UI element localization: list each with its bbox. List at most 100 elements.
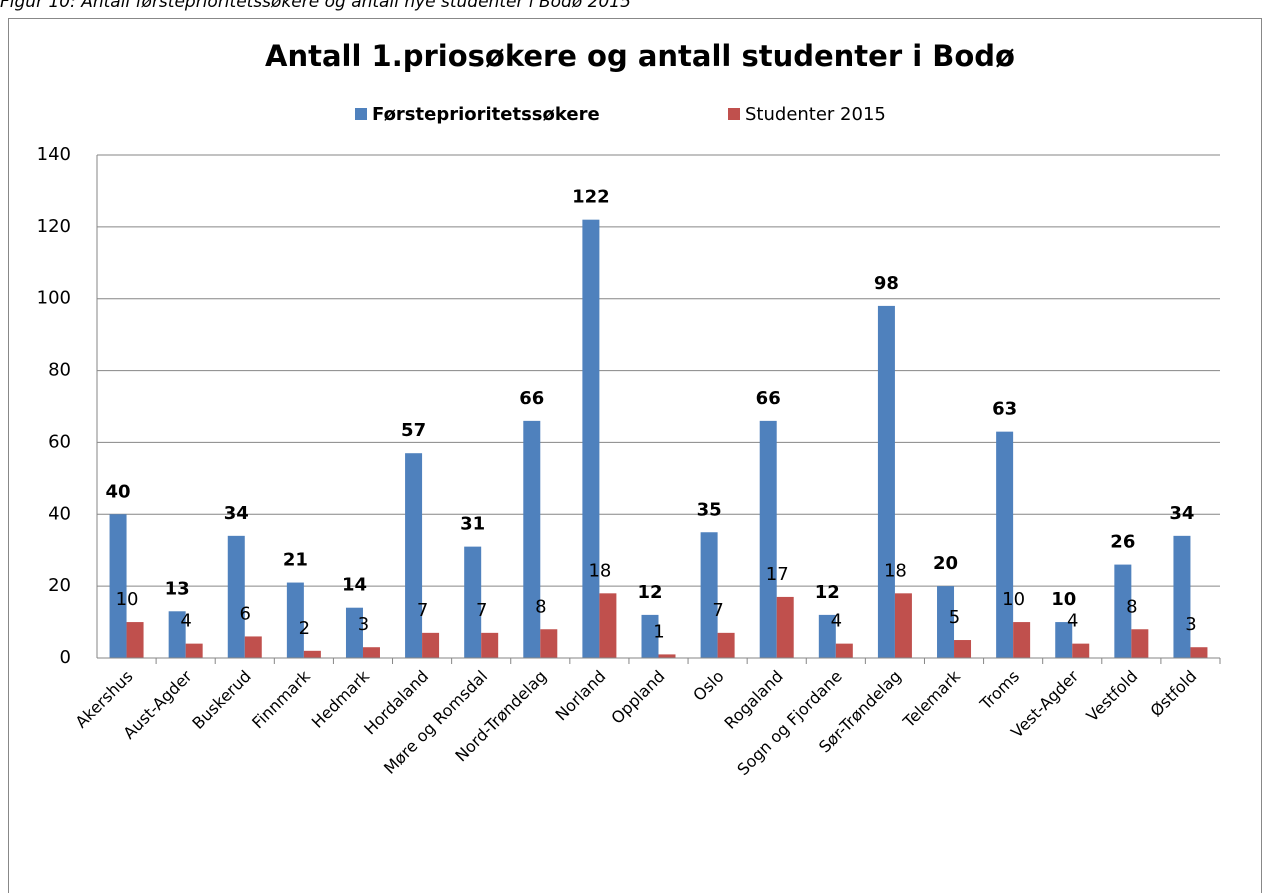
- bar: [481, 632, 499, 658]
- bar: [1190, 647, 1208, 658]
- y-tick-label: 20: [48, 575, 71, 596]
- value-label: 5: [949, 607, 960, 628]
- value-label: 98: [874, 273, 899, 294]
- value-label: 31: [460, 514, 485, 535]
- value-label: 21: [283, 550, 308, 571]
- value-label: 63: [992, 399, 1017, 420]
- y-tick-label: 100: [37, 288, 71, 309]
- value-label: 7: [712, 600, 723, 621]
- value-label: 14: [342, 575, 367, 596]
- chart-title: Antall 1.priosøkere og antall studenter …: [265, 39, 1015, 73]
- y-tick-label: 80: [48, 360, 71, 381]
- value-label: 10: [1002, 589, 1025, 610]
- y-tick-label: 40: [48, 503, 71, 524]
- value-label: 18: [588, 560, 611, 581]
- value-label: 12: [815, 582, 840, 603]
- x-tick-label: Møre og Romsdal: [380, 667, 491, 778]
- bar: [523, 420, 541, 658]
- value-label: 57: [401, 420, 426, 441]
- bar: [286, 582, 304, 658]
- x-tick-label: Sogn og Fjordane: [733, 667, 845, 779]
- legend-swatch: [728, 108, 740, 120]
- value-label: 34: [224, 503, 249, 524]
- bar: [1072, 643, 1090, 658]
- bar: [1173, 535, 1191, 658]
- legend-swatch: [355, 108, 367, 120]
- legend-label: Førsteprioritetssøkere: [372, 104, 600, 125]
- value-label: 35: [697, 499, 722, 520]
- value-label: 4: [831, 611, 842, 632]
- x-tick-label: Troms: [976, 667, 1024, 715]
- bar: [185, 643, 203, 658]
- bar: [1013, 622, 1031, 658]
- bar: [877, 305, 895, 658]
- chart-border: [8, 18, 1262, 893]
- bar: [641, 614, 659, 658]
- bar: [658, 654, 676, 658]
- bar: [126, 622, 144, 658]
- bar: [700, 532, 718, 658]
- x-tick-label: Buskerud: [188, 667, 254, 733]
- x-tick-label: Oppland: [607, 667, 668, 728]
- bar: [835, 643, 853, 658]
- bar: [345, 607, 363, 658]
- value-label: 66: [756, 388, 781, 409]
- value-label: 3: [1185, 614, 1196, 635]
- value-label: 26: [1110, 532, 1135, 553]
- value-label: 7: [476, 600, 487, 621]
- bar: [1114, 564, 1132, 658]
- value-label: 8: [535, 596, 546, 617]
- value-label: 122: [572, 187, 610, 208]
- value-label: 7: [417, 600, 428, 621]
- bar: [1131, 629, 1149, 658]
- x-tick-label: Vestfold: [1083, 667, 1142, 726]
- y-tick-label: 0: [60, 647, 71, 668]
- bar: [168, 611, 186, 658]
- bar: [109, 514, 127, 658]
- x-tick-label: Norland: [551, 667, 609, 725]
- value-label: 40: [106, 481, 131, 502]
- bar: [362, 647, 380, 658]
- x-tick-label: Telemark: [899, 666, 965, 732]
- value-label: 3: [358, 614, 369, 635]
- value-label: 4: [1067, 611, 1078, 632]
- x-tick-label: Oslo: [689, 667, 727, 705]
- bar: [717, 632, 735, 658]
- y-tick-label: 120: [37, 216, 71, 237]
- bar: [540, 629, 558, 658]
- bar: [759, 420, 777, 658]
- y-tick-label: 140: [37, 144, 71, 165]
- value-label: 12: [637, 582, 662, 603]
- bar: [422, 632, 440, 658]
- bar: [1055, 622, 1073, 658]
- value-label: 1: [653, 621, 664, 642]
- value-label: 2: [299, 618, 310, 639]
- bar: [405, 453, 423, 658]
- value-label: 10: [1051, 589, 1076, 610]
- bar: [954, 640, 972, 658]
- x-tick-label: Finnmark: [248, 666, 314, 732]
- value-label: 17: [766, 564, 789, 585]
- bar: [599, 593, 617, 658]
- caption: Figur 10: Antall førsteprioritetssøkere …: [0, 0, 631, 12]
- value-label: 8: [1126, 596, 1137, 617]
- bar: [244, 636, 262, 658]
- value-label: 4: [180, 611, 191, 632]
- bar: [818, 614, 836, 658]
- bar: [937, 586, 955, 658]
- value-label: 6: [240, 603, 251, 624]
- value-label: 13: [165, 578, 190, 599]
- bar: [303, 650, 321, 658]
- bar: [227, 535, 245, 658]
- bar: [582, 219, 600, 658]
- bar: [996, 431, 1014, 658]
- bar: [776, 596, 794, 658]
- value-label: 66: [519, 388, 544, 409]
- value-label: 10: [116, 589, 139, 610]
- x-tick-label: Østfold: [1147, 667, 1201, 721]
- value-label: 20: [933, 553, 958, 574]
- bar: [464, 546, 482, 658]
- value-label: 34: [1169, 503, 1194, 524]
- legend-label: Studenter 2015: [745, 104, 886, 125]
